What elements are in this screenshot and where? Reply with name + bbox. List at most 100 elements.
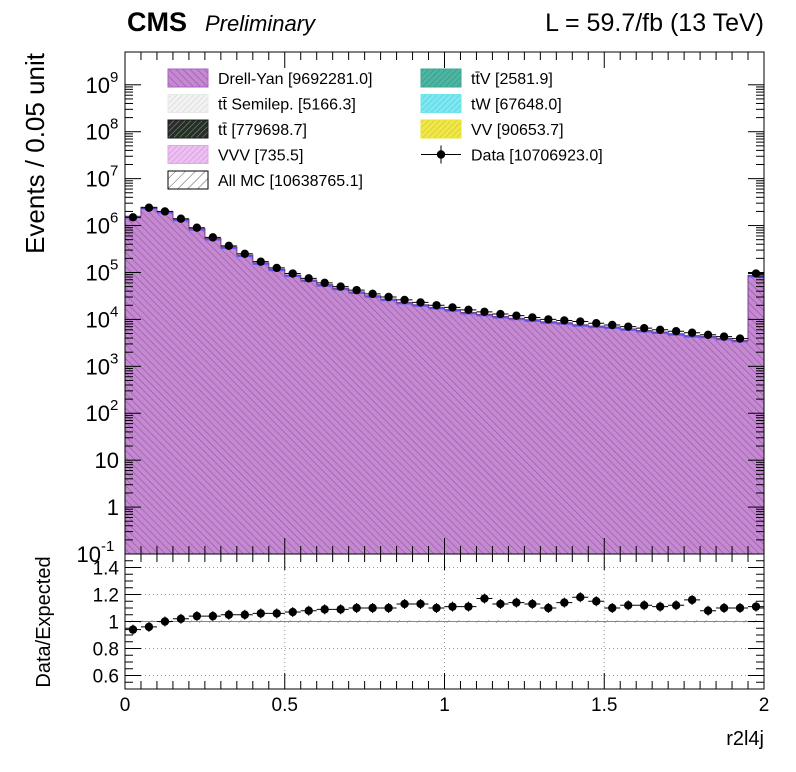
legend-label-tw: tW [67648.0] [471, 97, 562, 114]
data-point-20 [444, 303, 461, 312]
ratio-point-11 [300, 605, 317, 616]
main-y-axis-label: Events / 0.05 unit [20, 52, 50, 254]
data-point-4 [188, 223, 205, 232]
y-tick-label: 10 [95, 448, 119, 473]
data-point-18 [412, 298, 429, 307]
mc-bar-3 [172, 219, 190, 554]
y-tick-label: 10 [77, 542, 101, 567]
legend-label-tt: tt̄ [779698.7] [218, 122, 307, 139]
y-tick-label: 10 [86, 73, 110, 98]
mc-bar-23 [492, 316, 509, 554]
data-point-35 [684, 328, 701, 337]
ratio-point-34 [668, 600, 685, 611]
legend-item-vv: VV [90653.7] [420, 119, 564, 139]
ratio-point-19 [428, 603, 445, 613]
y-tick-exponent: 8 [110, 116, 118, 133]
data-point-34 [668, 327, 685, 336]
y-tick-label: 1 [107, 495, 119, 520]
mc-bar-37 [716, 338, 733, 554]
mc-bar-7 [236, 255, 254, 554]
ratio-point-17 [396, 598, 413, 609]
ratio-point-31 [620, 600, 637, 611]
ratio-point-36 [700, 605, 717, 616]
mc-bar-28 [572, 324, 589, 554]
y-tick-exponent: 3 [110, 350, 118, 367]
y-tick-label: 10 [86, 214, 110, 239]
mc-bar-35 [684, 335, 701, 554]
ratio-x-axis: 0 0.5 1 1.5 2 [120, 554, 770, 716]
x-tick-label: 1 [439, 695, 450, 716]
ratio-point-0 [125, 624, 141, 635]
mc-bar-39 [748, 275, 765, 554]
lumi-label: L = 59.7/fb (13 TeV) [545, 9, 764, 37]
ratio-point-10 [284, 607, 301, 618]
mc-bar-4 [188, 228, 206, 554]
ratio-point-27 [556, 597, 573, 608]
mc-bar-2 [156, 211, 174, 555]
mc-bar-33 [652, 331, 669, 554]
y-tick-exponent: 5 [110, 256, 118, 273]
x-tick-label: 0 [120, 695, 131, 716]
data-point-5 [204, 233, 221, 242]
mc-bar-16 [380, 299, 397, 554]
mc-bar-20 [444, 309, 461, 554]
mc-bar-8 [252, 262, 270, 554]
legend-label-semi: tt̄ Semilep. [5166.3] [218, 97, 356, 114]
mc-bar-24 [508, 318, 525, 554]
preliminary-label: Preliminary [205, 11, 317, 36]
data-point-32 [636, 323, 653, 333]
ratio-y-tick-label: 1.4 [93, 559, 120, 580]
data-point-27 [556, 316, 573, 325]
data-point-8 [252, 257, 269, 266]
x-tick-label: 0.5 [272, 695, 298, 716]
legend-label-data: Data [10706923.0] [471, 148, 603, 165]
ratio-point-22 [476, 593, 493, 604]
mc-bar-11 [300, 280, 318, 554]
ratio-point-12 [316, 604, 333, 615]
mc-bar-30 [604, 326, 621, 554]
data-point-19 [428, 301, 445, 310]
x-axis-label: r2l4j [726, 728, 764, 750]
data-point-2 [156, 207, 173, 216]
ratio-point-29 [588, 596, 605, 607]
mc-bar-0 [125, 216, 142, 555]
data-point-0 [125, 213, 141, 222]
mc-bar-34 [668, 333, 685, 554]
ratio-point-6 [220, 609, 237, 620]
mc-bar-22 [476, 314, 493, 554]
y-tick-exponent: -1 [101, 538, 114, 555]
data-point-38 [732, 334, 749, 343]
data-point-11 [300, 274, 317, 283]
mc-bar-29 [588, 326, 605, 554]
legend-item-semi: tt̄ Semilep. [5166.3] [167, 94, 356, 114]
data-point-28 [572, 317, 589, 326]
ratio-point-1 [140, 621, 157, 632]
ratio-point-37 [716, 603, 733, 613]
mc-bar-6 [220, 246, 238, 554]
ratio-point-23 [492, 598, 509, 609]
mc-stack [124, 206, 765, 555]
ratio-point-25 [524, 598, 541, 609]
mc-bar-18 [412, 304, 429, 554]
y-tick-exponent: 6 [110, 210, 118, 227]
ratio-y-tick-label: 0.8 [93, 640, 119, 661]
ratio-point-26 [540, 603, 557, 613]
mc-bar-13 [332, 288, 350, 554]
main-x-ticks [124, 52, 765, 554]
data-point-22 [476, 307, 493, 317]
x-tick-label: 1.5 [591, 695, 617, 716]
legend-label-allmc: All MC [10638765.1] [218, 173, 363, 190]
data-point-39 [748, 269, 764, 278]
ratio-point-9 [268, 608, 285, 619]
y-tick-exponent: 7 [110, 163, 118, 180]
y-tick-label: 10 [86, 260, 110, 285]
data-point-25 [524, 313, 541, 322]
ratio-point-3 [172, 613, 189, 624]
data-point-30 [604, 320, 621, 330]
ratio-point-38 [732, 603, 749, 613]
data-point-7 [236, 249, 253, 259]
x-tick-label: 2 [759, 695, 770, 716]
mc-bar-19 [428, 307, 445, 554]
